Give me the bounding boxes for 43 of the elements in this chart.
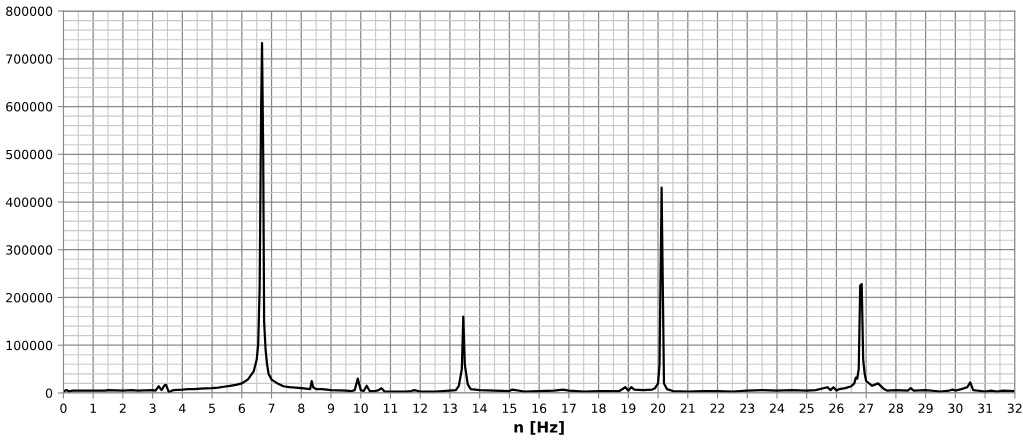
x-tick-label: 8	[298, 403, 305, 414]
x-tick-label: 6	[238, 403, 245, 414]
x-tick-label: 24	[769, 403, 785, 413]
x-axis-title: n [Hz]	[514, 421, 564, 435]
x-tick-label: 12	[413, 403, 427, 413]
x-tick-label: 28	[888, 403, 903, 414]
x-tick-label: 4	[178, 403, 186, 413]
x-tick-label: 31	[978, 403, 992, 414]
x-tick-label: 17	[562, 403, 576, 413]
x-tick-label: 7	[268, 403, 275, 413]
y-tick-label: 700000	[6, 54, 53, 64]
x-tick-label: 30	[948, 403, 963, 414]
x-tick-label: 5	[209, 403, 215, 414]
x-tick-label: 21	[680, 403, 695, 413]
x-tick-label: 14	[473, 403, 487, 413]
x-tick-label: 32	[1007, 403, 1022, 414]
x-tick-label: 23	[740, 403, 755, 414]
x-tick-label: 26	[829, 403, 844, 414]
x-tick-label: 3	[149, 403, 156, 414]
x-tick-label: 16	[532, 403, 547, 414]
y-tick-label: 300000	[6, 245, 53, 255]
x-tick-label: 20	[651, 403, 666, 414]
x-tick-label: 15	[502, 403, 517, 414]
x-tick-label: 9	[327, 403, 335, 414]
x-tick-label: 18	[592, 403, 606, 414]
y-tick-label: 800000	[6, 6, 53, 16]
y-tick-label: 0	[45, 388, 53, 398]
x-tick-label: 22	[710, 403, 725, 413]
x-tick-label: 11	[383, 403, 398, 413]
x-tick-label: 1	[90, 403, 96, 413]
y-tick-label: 100000	[6, 340, 53, 351]
x-tick-label: 10	[354, 403, 368, 414]
x-tick-label: 2	[119, 403, 126, 413]
y-tick-label: 500000	[6, 149, 53, 160]
x-tick-label: 25	[799, 403, 814, 414]
y-tick-label: 600000	[6, 102, 53, 112]
x-tick-label: 29	[918, 403, 933, 414]
y-tick-label: 400000	[5, 197, 53, 207]
y-tick-label: 200000	[6, 292, 53, 303]
x-tick-label: 13	[443, 403, 457, 414]
x-tick-label: 0	[60, 403, 67, 414]
x-tick-label: 27	[859, 403, 874, 413]
x-tick-label: 19	[621, 403, 636, 414]
